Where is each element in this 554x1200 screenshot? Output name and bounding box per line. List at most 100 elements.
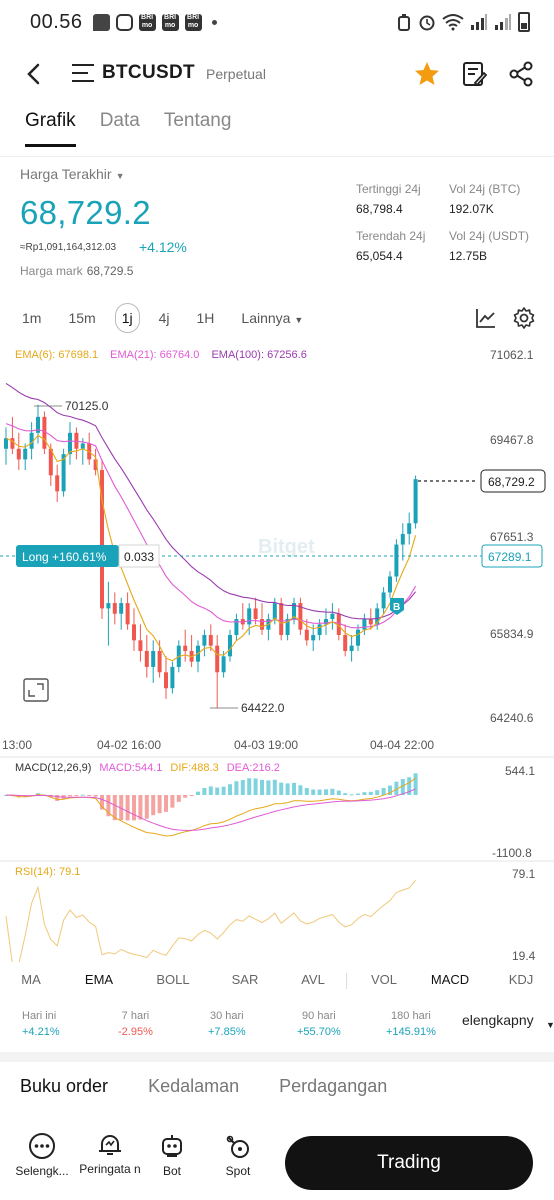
timeframe-15m[interactable]: 15m [68, 310, 96, 326]
macd-bar [93, 795, 98, 797]
ema21-legend: EMA(21): 66764.0 [110, 349, 200, 361]
y-tick: 67651.3 [490, 530, 534, 544]
candle [234, 613, 239, 641]
fullscreen-icon [28, 683, 44, 697]
candle [260, 603, 264, 636]
stat-vol-btc-label: Vol 24j (BTC) [449, 182, 521, 196]
last-price-selector[interactable]: Harga Terakhir ▼ [20, 166, 124, 182]
bri-mo-icon: BRI mo [138, 13, 156, 31]
perf-value: -2.95% [118, 1026, 153, 1038]
candle [138, 624, 143, 662]
position-price-box [481, 544, 543, 568]
bottom-alert-button[interactable]: Peringata n [78, 1132, 142, 1177]
candle [253, 597, 258, 625]
fullscreen-icon[interactable] [23, 678, 49, 702]
candle [68, 422, 72, 465]
tab-orderbook[interactable]: Buku order [20, 1076, 109, 1096]
x-tick: 04-02 16:00 [97, 738, 161, 752]
tab-depth[interactable]: Kedalaman [148, 1076, 240, 1096]
stat-vol-usdt: Vol 24j (USDT) 12.75B [449, 229, 529, 263]
bottom-spot-button[interactable]: Spot [218, 1132, 258, 1178]
indicator-macd[interactable]: MACD [430, 972, 470, 987]
perf-value: +4.21% [22, 1026, 60, 1038]
tab-grafik[interactable]: Grafik [25, 110, 76, 147]
back-arrow-icon[interactable] [22, 58, 46, 90]
position-badge[interactable] [16, 545, 119, 567]
indicator-boll[interactable]: BOLL [156, 972, 190, 987]
bottom-more-button[interactable]: Selengk... [8, 1132, 76, 1178]
stat-vol-btc: Vol 24j (BTC) 192.07K [449, 182, 520, 216]
candle [164, 656, 168, 699]
stat-vol-usdt-value: 12.75B [449, 249, 488, 263]
tab-data[interactable]: Data [99, 110, 140, 131]
indicator-sar[interactable]: SAR [231, 972, 259, 987]
caret-down-icon: ▼ [294, 315, 304, 325]
bottom-more-label: Selengk... [15, 1164, 69, 1178]
macd-bar [48, 795, 53, 798]
candle [36, 404, 40, 444]
tab-tentang[interactable]: Tentang [163, 110, 232, 131]
macd-bar [349, 794, 354, 796]
recycle-icon [398, 14, 410, 31]
perf-180d: 180 hari +145.91% [386, 1010, 436, 1038]
timeframe-1j[interactable]: 1j [114, 303, 140, 333]
candle [292, 597, 296, 625]
ema6-legend: EMA(6): 67698.1 [15, 349, 99, 361]
candle [400, 523, 405, 561]
candle [330, 603, 335, 630]
perf-more[interactable]: elengkapny [462, 1012, 534, 1028]
candle [413, 475, 418, 529]
timeframe-1h[interactable]: 1H [196, 310, 215, 326]
candle [343, 624, 348, 657]
candle [61, 448, 66, 497]
candle [189, 635, 194, 667]
indicator-avl[interactable]: AVL [301, 972, 325, 987]
candle [112, 592, 117, 625]
perf-label: Hari ini [22, 1010, 57, 1022]
status-bar: 00.56 BRI mo BRI mo BRI mo [0, 0, 554, 44]
macd-bar [260, 779, 264, 795]
stat-low: Terendah 24j 65,054.4 [356, 229, 425, 263]
last-price-label: Harga Terakhir [20, 166, 112, 182]
y-tick: 69467.8 [490, 433, 534, 447]
candle [125, 592, 130, 630]
stat-low-value: 65,054.4 [356, 249, 403, 263]
candle [55, 464, 60, 502]
macd-bar [407, 777, 412, 795]
indicator-ema[interactable]: EMA [84, 972, 114, 987]
bottom-spot-label: Spot [225, 1164, 251, 1178]
macd-bar [138, 795, 143, 820]
timeframe-4j[interactable]: 4j [158, 310, 170, 326]
position-label: Long +160.61% [22, 550, 107, 564]
signal-icon [471, 14, 487, 30]
stat-vol-usdt-label: Vol 24j (USDT) [449, 229, 530, 243]
rsi-y-tick: 19.4 [512, 949, 536, 962]
bottom-bot-button[interactable]: Bot [154, 1132, 190, 1178]
indicator-kdj[interactable]: KDJ [508, 972, 534, 987]
settings-gear-icon[interactable] [512, 306, 536, 330]
y-tick: 64240.6 [490, 711, 534, 725]
indicator-ma[interactable]: MA [21, 972, 41, 987]
share-icon[interactable] [507, 60, 535, 88]
candle [106, 581, 111, 646]
idr-equivalent: ≈Rp1,091,164,312.03 [20, 242, 117, 253]
macd-bar [100, 795, 104, 810]
buy-marker-icon[interactable] [390, 598, 404, 615]
favorite-star-icon[interactable] [413, 60, 441, 88]
candle [407, 512, 412, 545]
edit-note-icon[interactable] [460, 60, 488, 88]
timeframe-1m[interactable]: 1m [22, 310, 42, 326]
buy-marker-icon: B [393, 602, 400, 613]
price-chart[interactable]: Bitget 71062.1 69467.8 67651.3 65834.9 6… [0, 340, 554, 962]
candle [4, 427, 8, 465]
trading-button[interactable]: Trading [285, 1136, 533, 1190]
symbol-title[interactable]: BTCUSDT [102, 62, 195, 83]
chart-type-icon[interactable] [474, 306, 498, 330]
timeframe-more[interactable]: Lainnya ▼ [233, 304, 311, 332]
orderbook-tabs: Buku order Kedalaman Perdagangan [20, 1076, 387, 1097]
tab-trades[interactable]: Perdagangan [279, 1076, 388, 1096]
menu-icon[interactable] [72, 64, 94, 84]
alarm-icon [419, 15, 435, 31]
indicator-vol[interactable]: VOL [370, 972, 397, 987]
ema21-line [5, 423, 417, 629]
